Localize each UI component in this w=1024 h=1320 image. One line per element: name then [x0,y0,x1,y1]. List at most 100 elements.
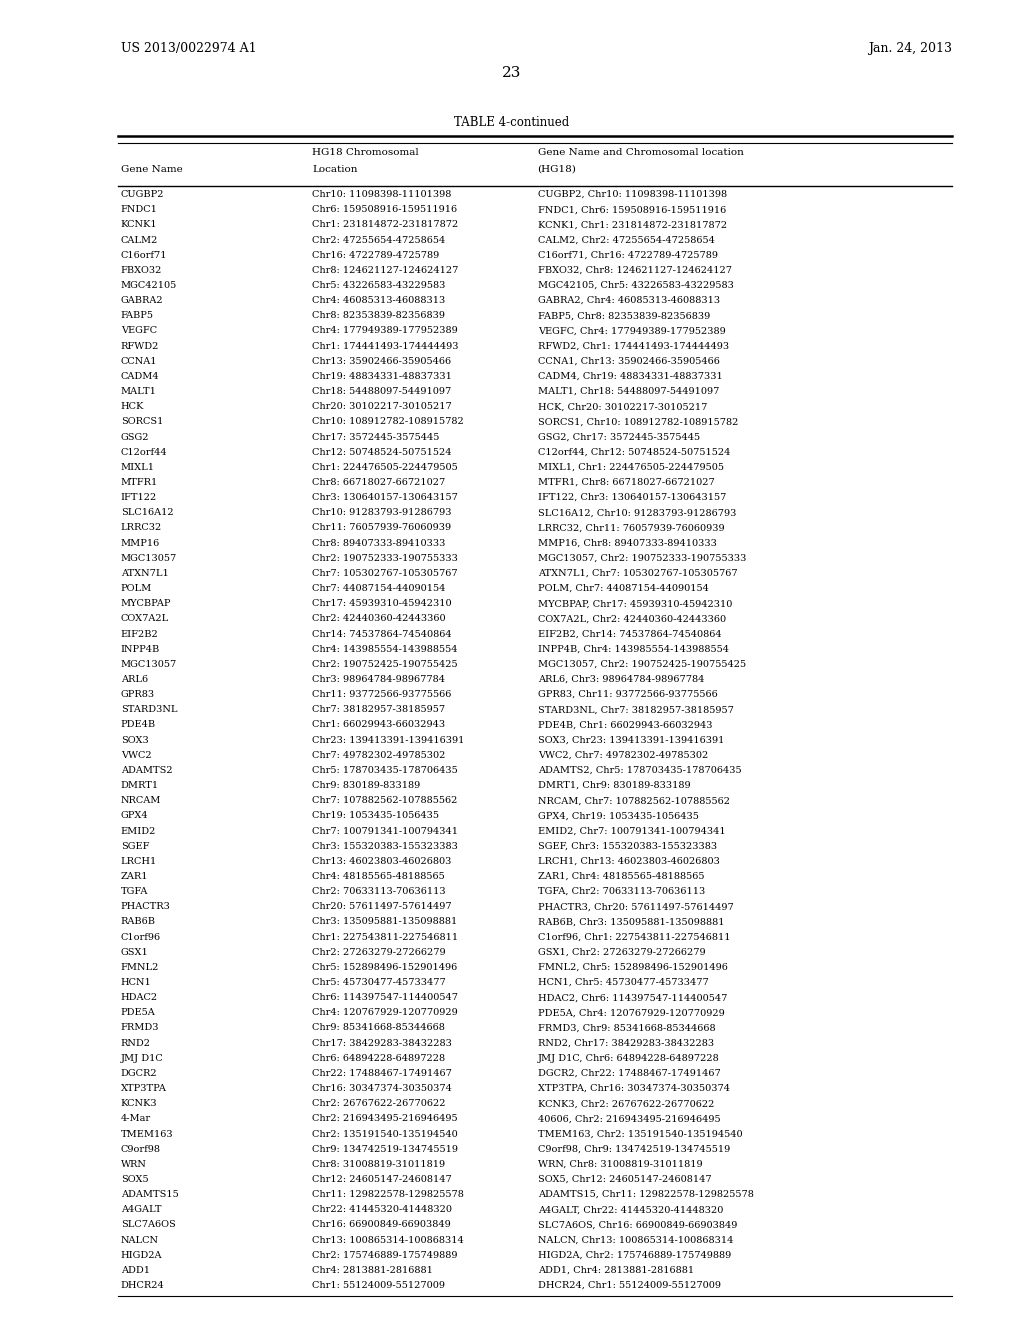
Text: POLM: POLM [121,583,153,593]
Text: Chr2: 190752425-190755425: Chr2: 190752425-190755425 [312,660,458,669]
Text: Chr11: 93772566-93775566: Chr11: 93772566-93775566 [312,690,452,700]
Text: C9orf98: C9orf98 [121,1144,161,1154]
Text: LRCH1: LRCH1 [121,857,157,866]
Text: SLC16A12: SLC16A12 [121,508,173,517]
Text: MGC13057: MGC13057 [121,554,177,562]
Text: FABP5, Chr8: 82353839-82356839: FABP5, Chr8: 82353839-82356839 [538,312,710,321]
Text: Chr3: 98964784-98967784: Chr3: 98964784-98967784 [312,675,445,684]
Text: NALCN, Chr13: 100865314-100868314: NALCN, Chr13: 100865314-100868314 [538,1236,733,1245]
Text: KCNK3, Chr2: 26767622-26770622: KCNK3, Chr2: 26767622-26770622 [538,1100,714,1109]
Text: GABRA2: GABRA2 [121,296,164,305]
Text: ZAR1, Chr4: 48185565-48188565: ZAR1, Chr4: 48185565-48188565 [538,873,705,880]
Text: Chr2: 216943495-216946495: Chr2: 216943495-216946495 [312,1114,458,1123]
Text: Chr5: 43226583-43229583: Chr5: 43226583-43229583 [312,281,445,290]
Text: FRMD3: FRMD3 [121,1023,160,1032]
Text: HCN1: HCN1 [121,978,152,987]
Text: DGCR2, Chr22: 17488467-17491467: DGCR2, Chr22: 17488467-17491467 [538,1069,720,1078]
Text: Chr8: 124621127-124624127: Chr8: 124621127-124624127 [312,265,459,275]
Text: ARL6, Chr3: 98964784-98967784: ARL6, Chr3: 98964784-98967784 [538,675,703,684]
Text: INPP4B: INPP4B [121,644,160,653]
Text: RND2: RND2 [121,1039,151,1048]
Text: HCK, Chr20: 30102217-30105217: HCK, Chr20: 30102217-30105217 [538,403,707,412]
Text: Chr17: 3572445-3575445: Chr17: 3572445-3575445 [312,433,439,441]
Text: NALCN: NALCN [121,1236,159,1245]
Text: Jan. 24, 2013: Jan. 24, 2013 [868,42,952,55]
Text: POLM, Chr7: 44087154-44090154: POLM, Chr7: 44087154-44090154 [538,583,709,593]
Text: CADM4, Chr19: 48834331-48837331: CADM4, Chr19: 48834331-48837331 [538,372,722,381]
Text: Chr8: 82353839-82356839: Chr8: 82353839-82356839 [312,312,445,321]
Text: FNDC1: FNDC1 [121,205,158,214]
Text: LRRC32: LRRC32 [121,524,162,532]
Text: Chr9: 134742519-134745519: Chr9: 134742519-134745519 [312,1144,459,1154]
Text: 4-Mar: 4-Mar [121,1114,151,1123]
Text: WRN, Chr8: 31008819-31011819: WRN, Chr8: 31008819-31011819 [538,1160,702,1170]
Text: MTFR1, Chr8: 66718027-66721027: MTFR1, Chr8: 66718027-66721027 [538,478,715,487]
Text: Chr3: 130640157-130643157: Chr3: 130640157-130643157 [312,494,458,502]
Text: Chr4: 120767929-120770929: Chr4: 120767929-120770929 [312,1008,458,1018]
Text: DMRT1, Chr9: 830189-833189: DMRT1, Chr9: 830189-833189 [538,781,690,791]
Text: FRMD3, Chr9: 85341668-85344668: FRMD3, Chr9: 85341668-85344668 [538,1023,715,1032]
Text: GPX4, Chr19: 1053435-1056435: GPX4, Chr19: 1053435-1056435 [538,812,698,820]
Text: MIXL1: MIXL1 [121,463,155,471]
Text: Chr7: 105302767-105305767: Chr7: 105302767-105305767 [312,569,458,578]
Text: SOX3, Chr23: 139413391-139416391: SOX3, Chr23: 139413391-139416391 [538,735,724,744]
Text: SLC16A12, Chr10: 91283793-91286793: SLC16A12, Chr10: 91283793-91286793 [538,508,736,517]
Text: Chr4: 46085313-46088313: Chr4: 46085313-46088313 [312,296,445,305]
Text: Chr13: 46023803-46026803: Chr13: 46023803-46026803 [312,857,452,866]
Text: DHCR24: DHCR24 [121,1282,165,1290]
Text: GPX4: GPX4 [121,812,148,820]
Text: MYCBPAP, Chr17: 45939310-45942310: MYCBPAP, Chr17: 45939310-45942310 [538,599,732,609]
Text: C1orf96, Chr1: 227543811-227546811: C1orf96, Chr1: 227543811-227546811 [538,932,730,941]
Text: IFT122: IFT122 [121,494,157,502]
Text: FNDC1, Chr6: 159508916-159511916: FNDC1, Chr6: 159508916-159511916 [538,205,726,214]
Text: C16orf71: C16orf71 [121,251,167,260]
Text: VWC2, Chr7: 49782302-49785302: VWC2, Chr7: 49782302-49785302 [538,751,708,760]
Text: Chr2: 135191540-135194540: Chr2: 135191540-135194540 [312,1130,458,1139]
Text: STARD3NL, Chr7: 38182957-38185957: STARD3NL, Chr7: 38182957-38185957 [538,705,733,714]
Text: FBXO32, Chr8: 124621127-124624127: FBXO32, Chr8: 124621127-124624127 [538,265,731,275]
Text: CCNA1, Chr13: 35902466-35905466: CCNA1, Chr13: 35902466-35905466 [538,356,720,366]
Text: Chr2: 42440360-42443360: Chr2: 42440360-42443360 [312,614,445,623]
Text: Chr6: 114397547-114400547: Chr6: 114397547-114400547 [312,993,459,1002]
Text: RAB6B, Chr3: 135095881-135098881: RAB6B, Chr3: 135095881-135098881 [538,917,724,927]
Text: GSX1, Chr2: 27263279-27266279: GSX1, Chr2: 27263279-27266279 [538,948,706,957]
Text: KCNK1, Chr1: 231814872-231817872: KCNK1, Chr1: 231814872-231817872 [538,220,727,230]
Text: VEGFC, Chr4: 177949389-177952389: VEGFC, Chr4: 177949389-177952389 [538,326,725,335]
Text: Chr3: 155320383-155323383: Chr3: 155320383-155323383 [312,842,458,850]
Text: Chr16: 66900849-66903849: Chr16: 66900849-66903849 [312,1221,451,1229]
Text: Chr13: 35902466-35905466: Chr13: 35902466-35905466 [312,356,452,366]
Text: MGC13057: MGC13057 [121,660,177,669]
Text: TABLE 4-continued: TABLE 4-continued [455,116,569,129]
Text: NRCAM, Chr7: 107882562-107885562: NRCAM, Chr7: 107882562-107885562 [538,796,729,805]
Text: C12orf44, Chr12: 50748524-50751524: C12orf44, Chr12: 50748524-50751524 [538,447,730,457]
Text: ARL6: ARL6 [121,675,147,684]
Text: ADAMTS2, Chr5: 178703435-178706435: ADAMTS2, Chr5: 178703435-178706435 [538,766,741,775]
Text: MTFR1: MTFR1 [121,478,158,487]
Text: Chr22: 17488467-17491467: Chr22: 17488467-17491467 [312,1069,453,1078]
Text: EMID2: EMID2 [121,826,157,836]
Text: KCNK1: KCNK1 [121,220,158,230]
Text: GSX1: GSX1 [121,948,148,957]
Text: LRRC32, Chr11: 76057939-76060939: LRRC32, Chr11: 76057939-76060939 [538,524,724,532]
Text: CUGBP2: CUGBP2 [121,190,164,199]
Text: VWC2: VWC2 [121,751,152,760]
Text: A4GALT, Chr22: 41445320-41448320: A4GALT, Chr22: 41445320-41448320 [538,1205,723,1214]
Text: Chr17: 45939310-45942310: Chr17: 45939310-45942310 [312,599,452,609]
Text: COX7A2L: COX7A2L [121,614,169,623]
Text: HCN1, Chr5: 45730477-45733477: HCN1, Chr5: 45730477-45733477 [538,978,709,987]
Text: Chr1: 174441493-174444493: Chr1: 174441493-174444493 [312,342,459,351]
Text: (HG18): (HG18) [538,165,577,174]
Text: Chr20: 30102217-30105217: Chr20: 30102217-30105217 [312,403,452,412]
Text: A4GALT: A4GALT [121,1205,162,1214]
Text: Chr10: 11098398-11101398: Chr10: 11098398-11101398 [312,190,452,199]
Text: LRCH1, Chr13: 46023803-46026803: LRCH1, Chr13: 46023803-46026803 [538,857,720,866]
Text: ADAMTS15, Chr11: 129822578-129825578: ADAMTS15, Chr11: 129822578-129825578 [538,1191,754,1199]
Text: PDE5A: PDE5A [121,1008,156,1018]
Text: MGC42105, Chr5: 43226583-43229583: MGC42105, Chr5: 43226583-43229583 [538,281,733,290]
Text: TGFA, Chr2: 70633113-70636113: TGFA, Chr2: 70633113-70636113 [538,887,705,896]
Text: Chr16: 30347374-30350374: Chr16: 30347374-30350374 [312,1084,453,1093]
Text: US 2013/0022974 A1: US 2013/0022974 A1 [121,42,256,55]
Text: CCNA1: CCNA1 [121,356,158,366]
Text: ADAMTS2: ADAMTS2 [121,766,172,775]
Text: GABRA2, Chr4: 46085313-46088313: GABRA2, Chr4: 46085313-46088313 [538,296,720,305]
